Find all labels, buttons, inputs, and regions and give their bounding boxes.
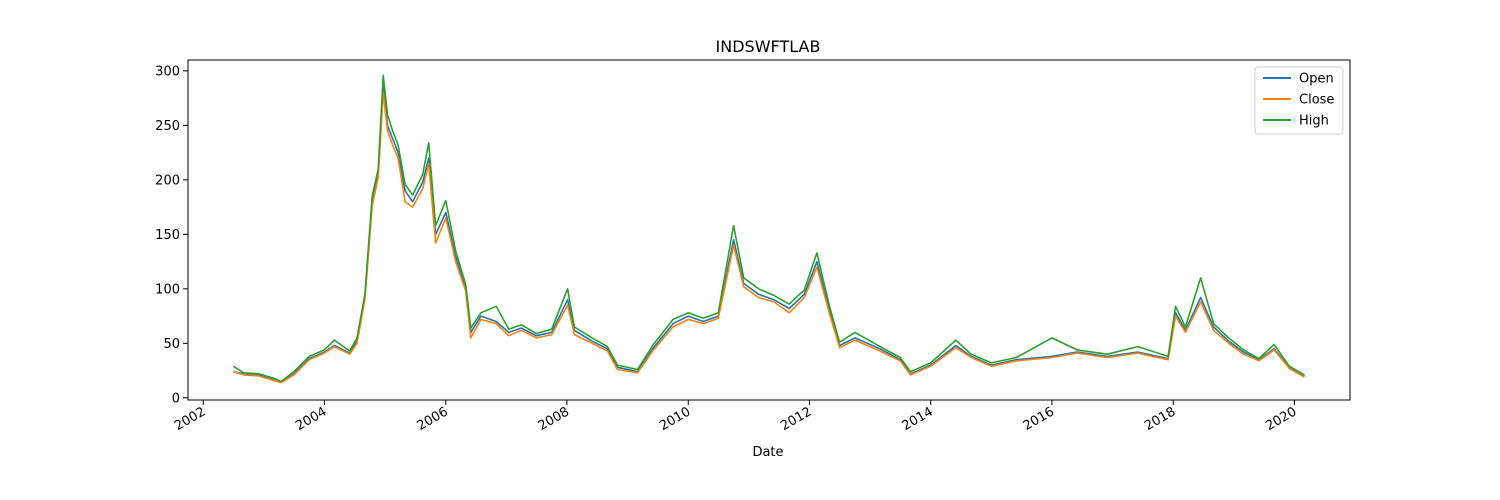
- y-tick-label: 150: [155, 228, 180, 243]
- legend: Open Close High: [1254, 66, 1344, 135]
- series-line-high: [232, 74, 1305, 383]
- legend-label-close: Close: [1299, 93, 1334, 108]
- series-line-close: [233, 91, 1305, 384]
- y-tick-label: 200: [155, 173, 180, 188]
- y-axis: 0 50 100 150 200 250 300: [155, 64, 188, 406]
- y-tick-label: 100: [155, 282, 180, 297]
- y-tick-label: 250: [155, 119, 180, 134]
- y-tick-label: 300: [155, 64, 180, 79]
- legend-box: [1254, 66, 1344, 135]
- y-tick-label: 50: [163, 337, 180, 352]
- x-axis-label: Date: [752, 445, 783, 460]
- chart-title: INDSWFTLAB: [716, 37, 821, 56]
- legend-label-high: High: [1299, 114, 1329, 129]
- plot-frame: [187, 59, 1351, 401]
- y-tick-label: 0: [172, 391, 180, 406]
- plot-lines: [232, 74, 1305, 384]
- legend-label-open: Open: [1299, 72, 1334, 87]
